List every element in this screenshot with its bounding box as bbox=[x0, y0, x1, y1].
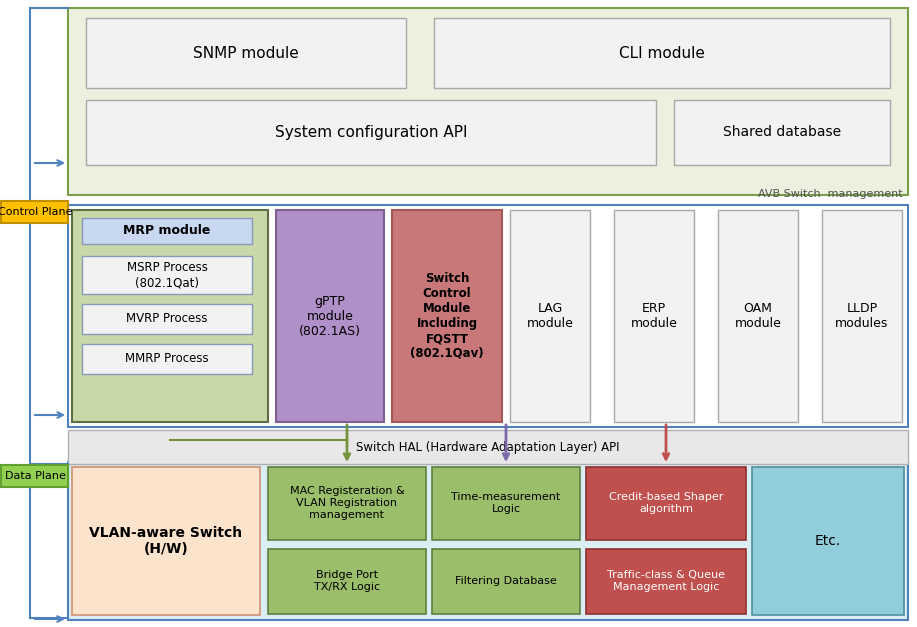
Text: Time-measurement
Logic: Time-measurement Logic bbox=[451, 492, 560, 514]
FancyBboxPatch shape bbox=[586, 467, 746, 540]
Text: Credit-based Shaper
algorithm: Credit-based Shaper algorithm bbox=[609, 492, 724, 514]
Text: Shared database: Shared database bbox=[723, 125, 841, 139]
FancyBboxPatch shape bbox=[82, 344, 252, 374]
Text: Switch
Control
Module
Including
FQSTT
(802.1Qav): Switch Control Module Including FQSTT (8… bbox=[410, 272, 484, 360]
FancyBboxPatch shape bbox=[82, 304, 252, 334]
Text: gPTP
module
(802.1AS): gPTP module (802.1AS) bbox=[299, 295, 361, 337]
Text: MMRP Process: MMRP Process bbox=[126, 352, 209, 366]
FancyBboxPatch shape bbox=[72, 210, 268, 422]
FancyBboxPatch shape bbox=[82, 256, 252, 294]
FancyBboxPatch shape bbox=[432, 467, 580, 540]
FancyBboxPatch shape bbox=[586, 549, 746, 614]
FancyBboxPatch shape bbox=[68, 462, 908, 620]
Text: Filtering Database: Filtering Database bbox=[455, 576, 557, 586]
FancyBboxPatch shape bbox=[674, 100, 890, 165]
FancyBboxPatch shape bbox=[68, 430, 908, 464]
Text: Etc.: Etc. bbox=[815, 534, 841, 548]
FancyBboxPatch shape bbox=[614, 210, 694, 422]
Text: MAC Registeration &
VLAN Registration
management: MAC Registeration & VLAN Registration ma… bbox=[290, 487, 404, 520]
Text: ERP
module: ERP module bbox=[631, 302, 678, 330]
Text: LLDP
modules: LLDP modules bbox=[835, 302, 889, 330]
FancyBboxPatch shape bbox=[510, 210, 590, 422]
FancyBboxPatch shape bbox=[86, 18, 406, 88]
Text: Switch HAL (Hardware Adaptation Layer) API: Switch HAL (Hardware Adaptation Layer) A… bbox=[356, 441, 620, 453]
Text: Data Plane: Data Plane bbox=[5, 471, 65, 481]
Text: CLI module: CLI module bbox=[619, 46, 705, 60]
FancyBboxPatch shape bbox=[276, 210, 384, 422]
FancyBboxPatch shape bbox=[268, 467, 426, 540]
Text: System configuration API: System configuration API bbox=[275, 125, 468, 139]
Text: MRP module: MRP module bbox=[123, 224, 211, 238]
FancyBboxPatch shape bbox=[752, 467, 904, 615]
FancyBboxPatch shape bbox=[1, 201, 68, 223]
Text: Bridge Port
TX/RX Logic: Bridge Port TX/RX Logic bbox=[314, 570, 380, 592]
FancyBboxPatch shape bbox=[434, 18, 890, 88]
FancyBboxPatch shape bbox=[82, 218, 252, 244]
Text: SNMP module: SNMP module bbox=[193, 46, 299, 60]
FancyBboxPatch shape bbox=[1, 465, 68, 487]
Text: OAM
module: OAM module bbox=[735, 302, 781, 330]
Text: Control Plane: Control Plane bbox=[0, 207, 72, 217]
FancyBboxPatch shape bbox=[718, 210, 798, 422]
FancyBboxPatch shape bbox=[72, 467, 260, 615]
FancyBboxPatch shape bbox=[822, 210, 902, 422]
Text: LAG
module: LAG module bbox=[526, 302, 573, 330]
FancyBboxPatch shape bbox=[68, 205, 908, 427]
FancyBboxPatch shape bbox=[68, 8, 908, 195]
Text: VLAN-aware Switch
(H/W): VLAN-aware Switch (H/W) bbox=[90, 526, 243, 556]
FancyBboxPatch shape bbox=[432, 549, 580, 614]
Text: Traffic-class & Queue
Management Logic: Traffic-class & Queue Management Logic bbox=[607, 570, 725, 592]
Text: AVB Switch  management: AVB Switch management bbox=[758, 189, 903, 199]
Text: MVRP Process: MVRP Process bbox=[127, 312, 208, 325]
FancyBboxPatch shape bbox=[268, 549, 426, 614]
FancyBboxPatch shape bbox=[86, 100, 656, 165]
Text: MSRP Process
(802.1Qat): MSRP Process (802.1Qat) bbox=[127, 261, 207, 289]
FancyBboxPatch shape bbox=[392, 210, 502, 422]
